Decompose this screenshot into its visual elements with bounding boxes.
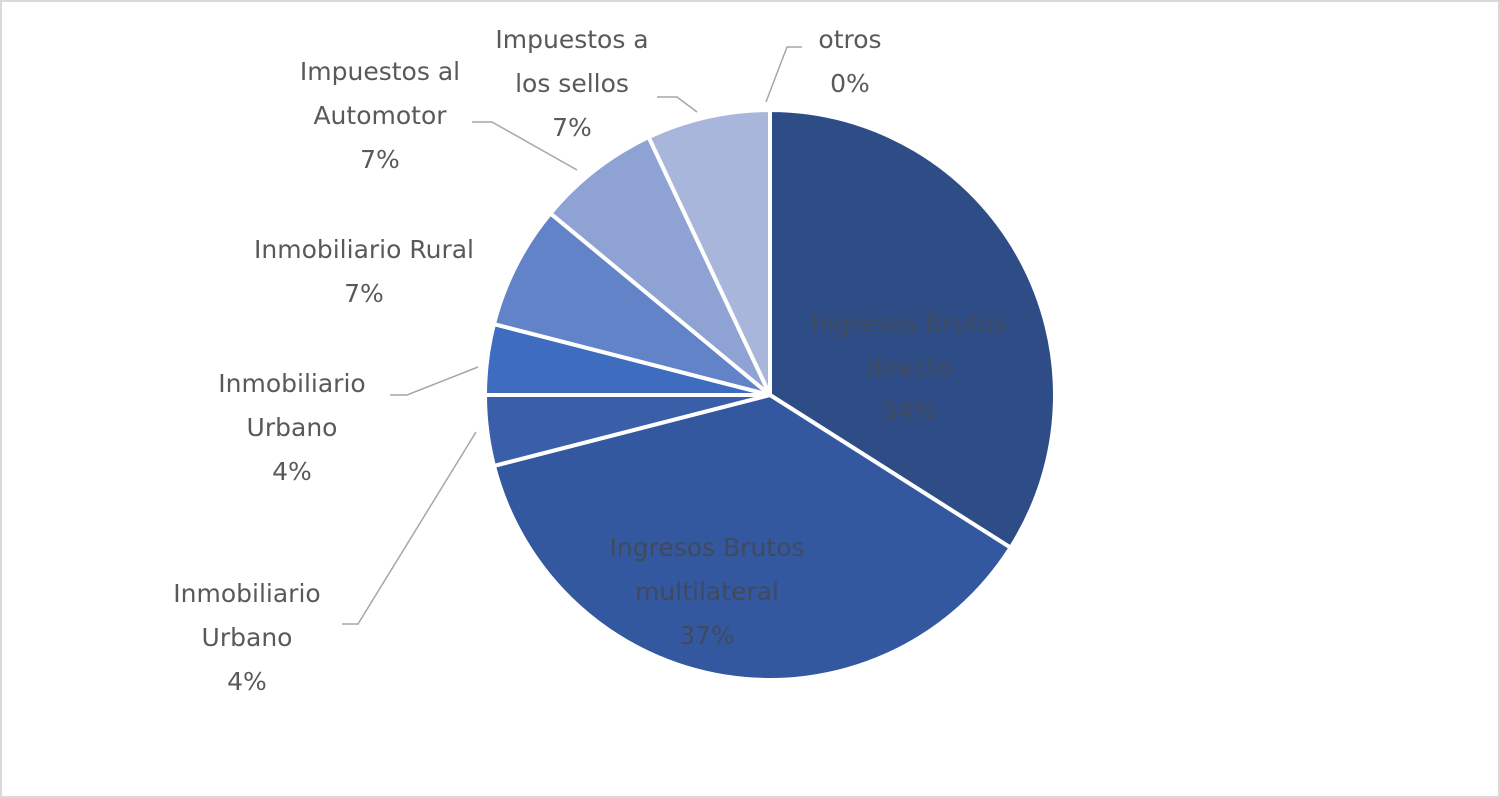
value-label: 34% <box>881 397 937 426</box>
data-label: Ingresos Brutos directo 34% <box>784 302 1034 434</box>
category-label: otros <box>818 25 882 54</box>
leader-line <box>390 366 479 396</box>
category-label: Inmobiliario Urbano <box>218 369 366 442</box>
value-label: 4% <box>272 457 312 486</box>
data-label: otros 0% <box>790 18 910 106</box>
pie-slice <box>548 135 772 397</box>
leader-line <box>342 431 477 625</box>
category-label: Impuestos al Automotor <box>299 57 461 130</box>
data-label: Inmobiliario Urbano 4% <box>192 362 392 494</box>
pie-slice <box>646 108 772 397</box>
value-label: 7% <box>552 113 592 142</box>
category-label: Impuestos a los sellos <box>495 25 649 98</box>
value-label: 37% <box>679 621 735 650</box>
data-label: Impuestos a los sellos 7% <box>477 18 667 150</box>
category-label: Inmobiliario Urbano <box>173 579 321 652</box>
value-label: 0% <box>830 69 870 98</box>
category-label: Ingresos Brutos directo <box>811 309 1007 382</box>
category-label: Ingresos Brutos multilateral <box>609 533 805 606</box>
data-label: Ingresos Brutos multilateral 37% <box>577 526 837 658</box>
category-label: Inmobiliario Rural <box>254 235 474 264</box>
value-label: 7% <box>360 145 400 174</box>
pie-slice <box>491 211 772 397</box>
pie-slice <box>491 393 1013 682</box>
leader-line <box>472 121 578 171</box>
value-label: 7% <box>344 279 384 308</box>
data-label: Inmobiliario Urbano 4% <box>147 572 347 704</box>
data-label: Impuestos al Automotor 7% <box>275 50 485 182</box>
leader-line <box>765 46 802 103</box>
data-label: Inmobiliario Rural 7% <box>214 228 514 316</box>
leader-line <box>657 96 698 113</box>
value-label: 4% <box>227 667 267 696</box>
